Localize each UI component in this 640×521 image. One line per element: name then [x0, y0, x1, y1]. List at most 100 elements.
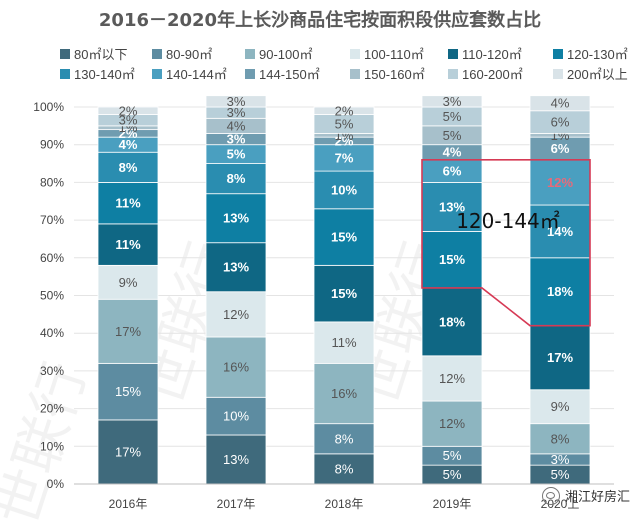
data-label: 4% — [119, 137, 138, 152]
highlight-outline — [421, 158, 591, 327]
legend-item: 120-130㎡ — [553, 44, 628, 63]
data-label: 10% — [223, 409, 249, 424]
legend-label: 200㎡以上 — [567, 67, 628, 82]
y-tick-label: 50% — [40, 289, 64, 303]
data-label: 11% — [115, 196, 141, 211]
data-label: 3% — [443, 94, 462, 109]
bar-segment — [205, 291, 267, 338]
watermark-text: 世联行 — [0, 354, 99, 521]
data-label: 7% — [335, 150, 354, 165]
data-label: 13% — [439, 199, 465, 214]
y-tick-label: 10% — [40, 439, 64, 453]
bar-segment — [313, 106, 375, 115]
bar-segment — [205, 434, 267, 485]
bar-segment — [205, 336, 267, 398]
data-label: 17% — [115, 444, 141, 459]
y-tick-label: 70% — [40, 213, 64, 227]
data-label: 11% — [115, 237, 141, 252]
bar-segment — [313, 170, 375, 210]
data-label: 13% — [223, 211, 249, 226]
bar-segment — [529, 257, 591, 327]
legend-swatch — [60, 48, 70, 59]
legend-label: 90-100㎡ — [259, 47, 313, 62]
data-label: 3% — [227, 132, 246, 147]
data-label: 8% — [119, 160, 138, 175]
legend-label: 150-160㎡ — [364, 67, 425, 82]
legend-item: 200㎡以上 — [553, 64, 628, 83]
legend-label: 110-120㎡ — [462, 47, 522, 62]
y-tick-label: 0% — [47, 477, 65, 491]
data-label: 4% — [443, 145, 462, 160]
data-label: 12% — [223, 307, 249, 322]
annotation-label: 120-144㎡ — [456, 209, 560, 233]
legend-label: 140-144㎡ — [166, 67, 227, 82]
legend-swatch — [245, 48, 255, 59]
data-label: 5% — [335, 116, 354, 131]
data-label: 17% — [115, 324, 141, 339]
legend-item: 80㎡以下 — [60, 44, 127, 63]
bar-segment — [529, 95, 591, 112]
data-label: 5% — [443, 448, 462, 463]
data-label: 9% — [119, 275, 138, 290]
data-label: 13% — [223, 452, 249, 467]
data-label: 8% — [551, 431, 570, 446]
data-label: 6% — [443, 164, 462, 179]
legend-swatch — [350, 48, 360, 59]
legend-swatch — [350, 68, 360, 79]
bar-segment — [313, 321, 375, 364]
data-label: 17% — [547, 350, 573, 365]
legend-item: 144-150㎡ — [245, 64, 320, 83]
data-label: 3% — [119, 113, 138, 128]
brand-label: 湘江好房汇 — [564, 490, 630, 505]
bar-segment — [421, 95, 483, 108]
bar-segment — [97, 362, 159, 421]
data-label: 2% — [335, 103, 354, 118]
legend-item: 140-144㎡ — [152, 64, 227, 83]
data-label: 6% — [551, 115, 570, 130]
data-label: 15% — [331, 230, 357, 245]
bar-segment — [97, 106, 159, 115]
data-label: 12% — [439, 416, 465, 431]
wechat-icon — [541, 486, 560, 505]
data-label: 9% — [551, 399, 570, 414]
legend-item: 100-110㎡ — [350, 44, 424, 63]
legend-swatch — [60, 68, 70, 79]
bar-segment — [205, 193, 267, 244]
bar-segment — [313, 362, 375, 425]
bar-segment — [97, 298, 159, 364]
data-label: 5% — [443, 109, 462, 124]
bar-segment — [313, 264, 375, 323]
bar-segment — [313, 144, 375, 172]
data-label: 18% — [547, 284, 573, 299]
chart-title: 2016－2020年上长沙商品住宅按面积段供应套数占比 — [98, 10, 542, 31]
legend-item: 110-120㎡ — [448, 44, 522, 63]
legend-swatch — [152, 68, 162, 79]
data-label: 13% — [223, 260, 249, 275]
data-label: 18% — [439, 314, 465, 329]
y-tick-label: 100% — [33, 100, 64, 114]
bar-segment — [421, 287, 483, 357]
data-label: 11% — [331, 335, 356, 350]
y-tick-label: 40% — [40, 326, 64, 340]
bar-segment — [205, 95, 267, 108]
data-label: 5% — [551, 467, 570, 482]
data-label: 8% — [227, 171, 246, 186]
x-tick-label: 2017年 — [217, 497, 256, 511]
data-label: 5% — [227, 147, 246, 162]
bar-segment — [97, 264, 159, 300]
data-label: 16% — [223, 360, 249, 375]
x-tick-label: 2019年 — [433, 497, 472, 511]
legend-label: 80㎡以下 — [74, 47, 128, 62]
brand-tag: 湘江好房汇 — [541, 486, 630, 505]
data-label: 5% — [443, 467, 462, 482]
legend-item: 80-90㎡ — [152, 44, 212, 63]
bar-segment — [313, 208, 375, 266]
legend-label: 160-200㎡ — [462, 67, 523, 82]
x-tick-label: 2018年 — [325, 497, 364, 511]
legend-item: 150-160㎡ — [350, 64, 425, 83]
data-label: 8% — [335, 431, 354, 446]
legend-label: 144-150㎡ — [259, 67, 320, 82]
data-label: 3% — [227, 94, 246, 109]
data-label: 14% — [547, 224, 573, 239]
